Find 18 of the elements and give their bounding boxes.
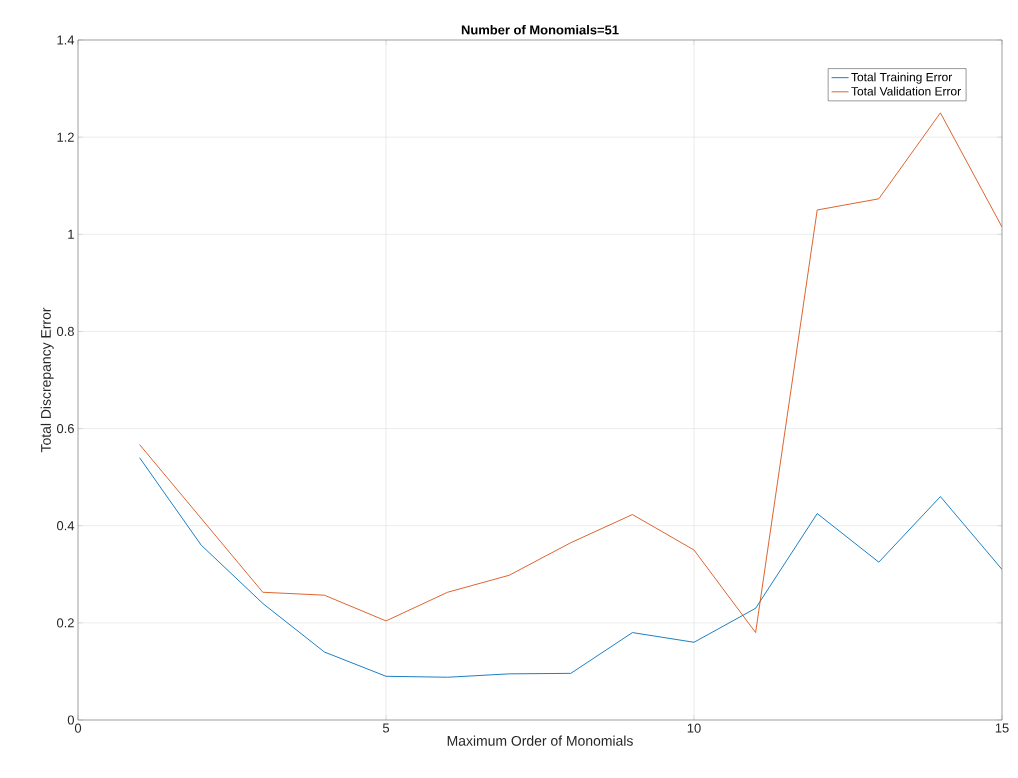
y-tick-label: 1.4 [57,35,75,45]
y-tick-label: 0.2 [56,618,74,628]
y-tick-label: 1.2 [57,132,74,142]
x-tick-label: 5 [382,723,390,733]
y-tick-label: 0.8 [56,326,74,337]
legend-label: Total Training Error [851,72,953,84]
line-series [139,457,1003,678]
y-axis-title: Total Discrepancy Error [40,307,54,453]
y-tick-label: 0.6 [56,423,74,434]
y-tick-label: 1 [68,229,74,239]
x-tick-label: 15 [995,723,1009,733]
x-tick-label: 10 [687,723,701,733]
legend-label: Total Validation Error [851,86,961,96]
chart-title: Number of Monomials=51 [461,24,619,35]
x-tick-label: 0 [74,723,82,733]
y-tick-label: 0 [67,715,74,725]
x-axis-title: Maximum Order of Monomials [447,735,633,746]
y-tick-label: 0.4 [56,521,75,531]
